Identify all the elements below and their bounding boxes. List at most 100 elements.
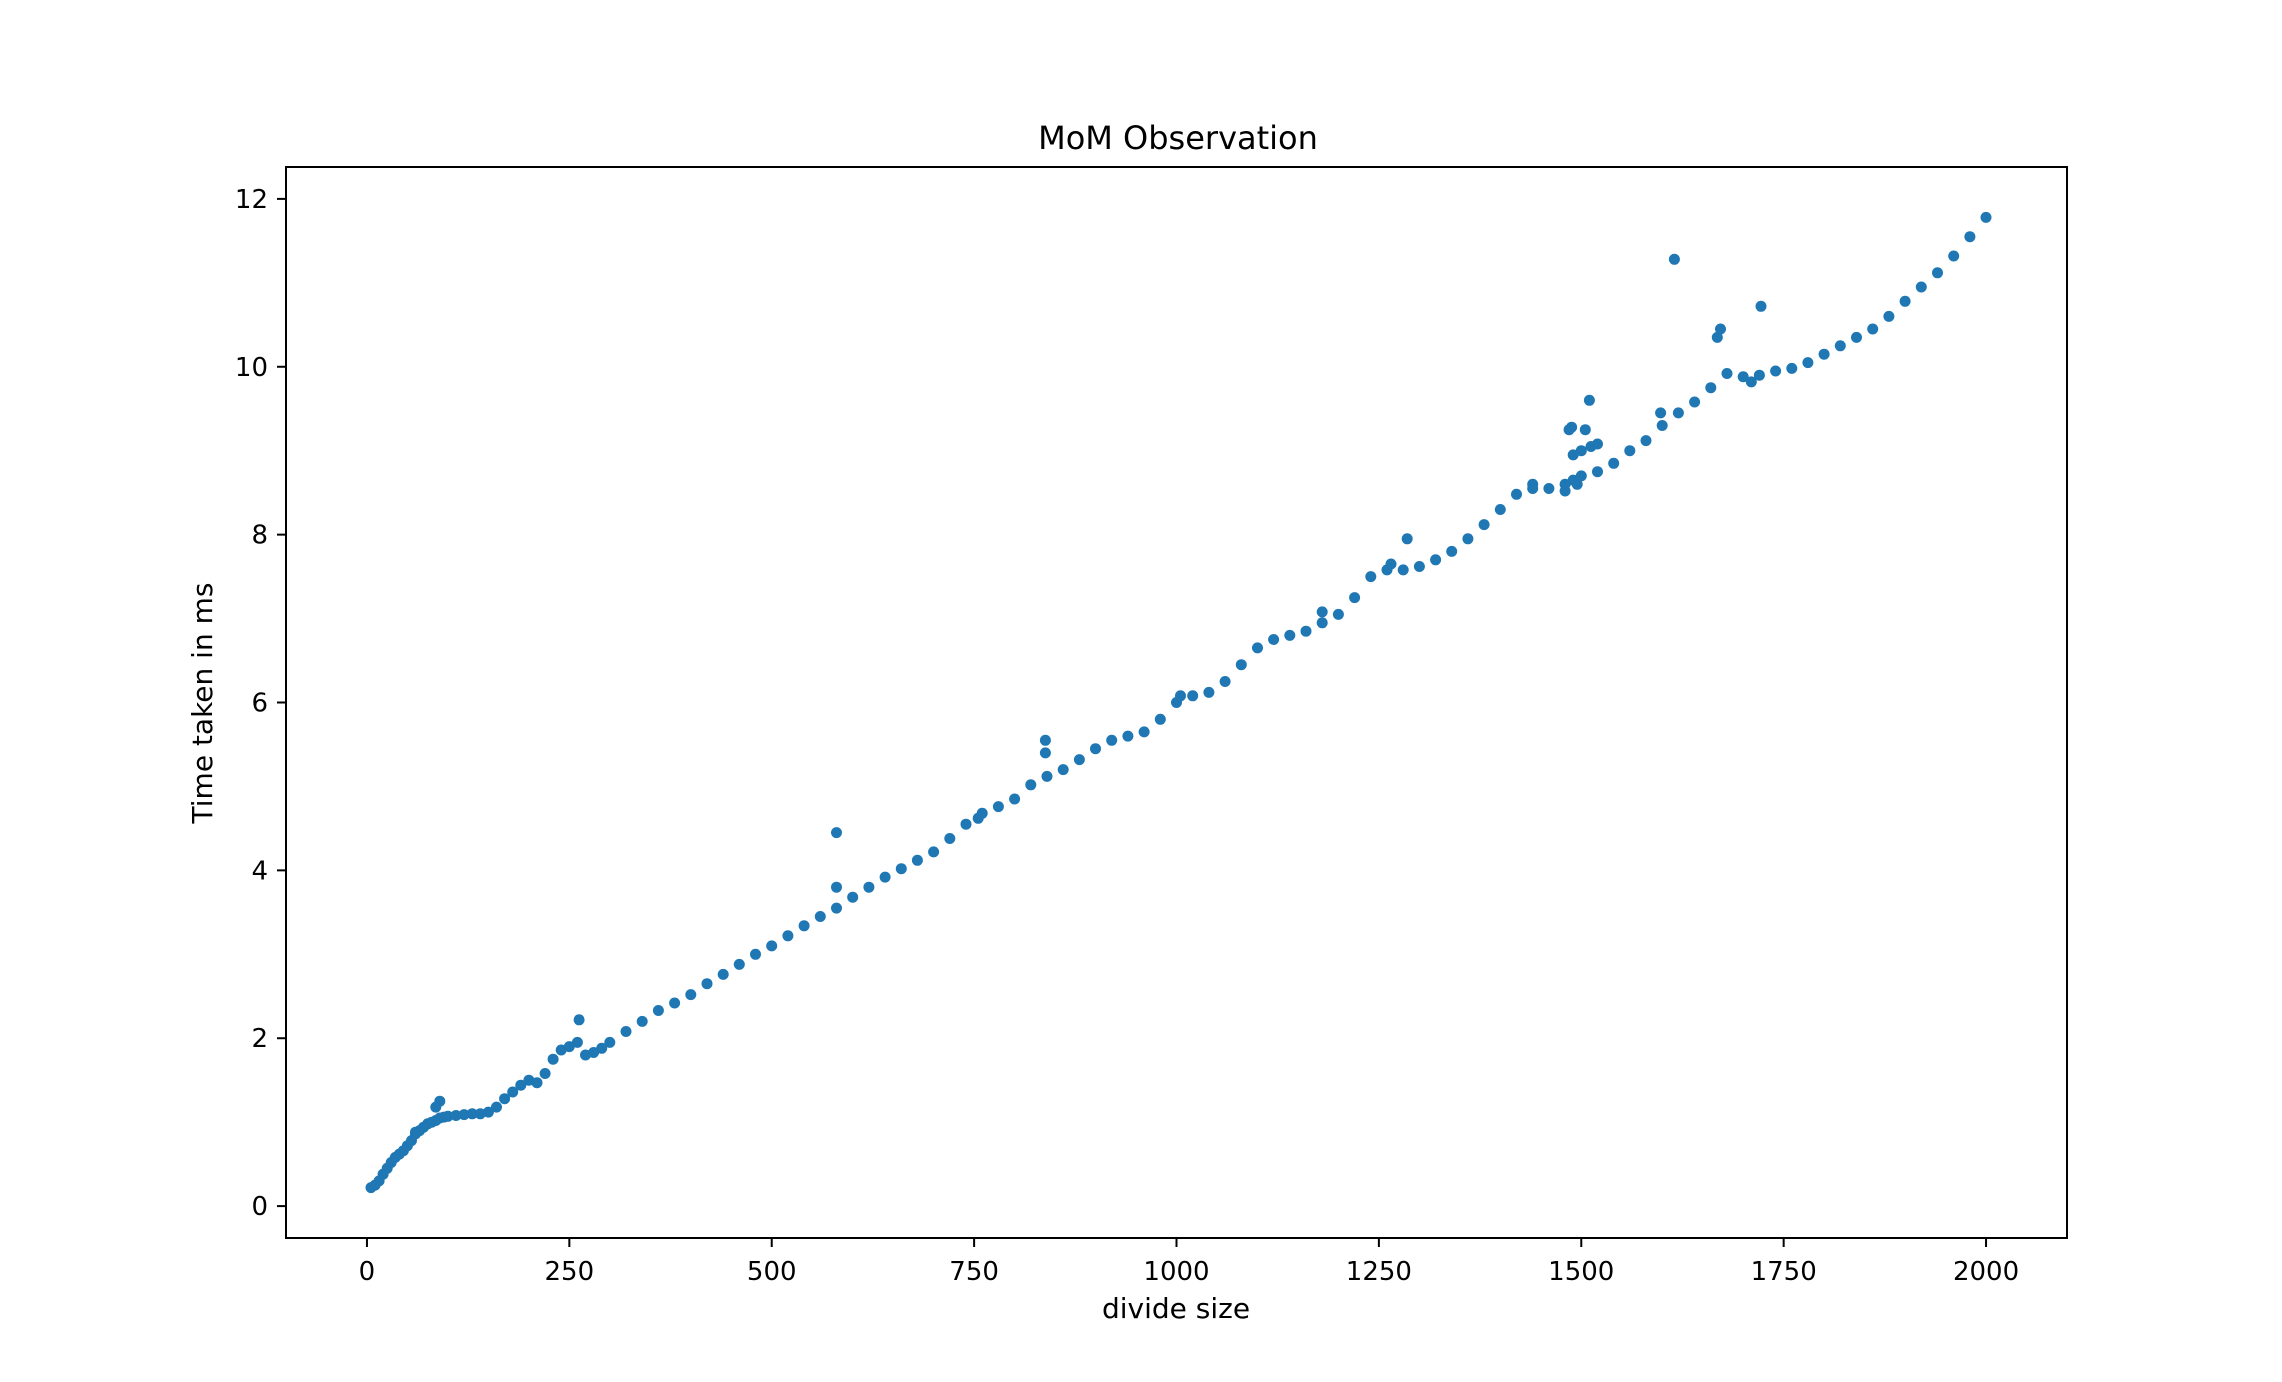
data-point	[1073, 754, 1085, 766]
data-point	[1737, 371, 1749, 383]
x-axis-label: divide size	[1102, 1292, 1250, 1325]
data-point	[1349, 592, 1361, 604]
data-point	[604, 1036, 616, 1048]
data-point	[733, 958, 745, 970]
data-point	[1090, 743, 1101, 755]
data-point	[573, 1014, 585, 1026]
data-point	[1039, 747, 1051, 759]
data-point	[1655, 407, 1667, 419]
y-tick-label: 0	[251, 1192, 268, 1222]
data-point	[863, 881, 875, 893]
data-point	[879, 871, 891, 883]
data-point	[895, 863, 907, 875]
data-point	[1332, 608, 1344, 620]
data-point	[571, 1036, 583, 1048]
data-point	[685, 989, 697, 1001]
data-point	[1300, 625, 1312, 637]
data-point	[491, 1101, 502, 1113]
data-point	[1252, 642, 1263, 654]
data-point	[831, 902, 842, 914]
data-point	[531, 1077, 543, 1089]
data-point	[458, 1109, 470, 1121]
data-point	[596, 1042, 608, 1054]
data-point	[1478, 519, 1490, 531]
data-point	[1175, 690, 1186, 702]
data-point	[1980, 211, 1992, 223]
data-point	[1397, 564, 1409, 576]
data-point	[1964, 231, 1976, 243]
data-point	[1721, 368, 1733, 379]
data-point	[1041, 770, 1053, 782]
data-point	[1592, 466, 1603, 478]
y-tick-label: 6	[251, 689, 268, 719]
y-axis-label: Time taken in ms	[186, 583, 219, 825]
data-point	[1932, 267, 1943, 279]
data-point	[410, 1126, 421, 1138]
data-point	[1575, 445, 1587, 457]
data-point	[1203, 686, 1215, 698]
data-point	[1753, 369, 1765, 381]
data-point	[442, 1110, 454, 1122]
data-point	[669, 997, 681, 1009]
data-point	[1624, 445, 1636, 457]
data-points	[365, 211, 1992, 1194]
data-point	[1009, 793, 1021, 805]
x-tick-label: 1000	[1143, 1257, 1209, 1287]
data-point	[1834, 340, 1846, 352]
data-point	[482, 1106, 494, 1118]
data-point	[499, 1093, 511, 1105]
data-point	[1446, 545, 1458, 557]
data-point	[1187, 690, 1199, 702]
data-point	[1656, 420, 1668, 431]
data-point	[1705, 382, 1717, 394]
data-point	[1527, 483, 1539, 494]
data-point	[1567, 449, 1579, 461]
y-tick-label: 4	[251, 856, 268, 886]
chart-title: MoM Observation	[1038, 119, 1318, 157]
data-point	[944, 833, 956, 844]
data-point	[1138, 726, 1150, 738]
data-point	[1755, 300, 1767, 312]
data-point	[750, 948, 761, 960]
data-point	[1583, 394, 1595, 406]
data-point	[547, 1053, 559, 1065]
x-tick-label: 1750	[1751, 1257, 1817, 1287]
y-axis-ticks: 0 2 4 6 8 10 12	[235, 185, 286, 1222]
data-point	[1494, 504, 1506, 515]
data-point	[814, 911, 826, 922]
data-point	[588, 1047, 600, 1058]
data-point	[1571, 478, 1583, 490]
data-point	[515, 1079, 527, 1091]
x-tick-label: 500	[747, 1257, 797, 1287]
data-point	[831, 881, 842, 893]
y-tick-label: 10	[235, 353, 268, 383]
data-point	[1915, 281, 1927, 293]
data-point	[539, 1068, 551, 1079]
x-tick-label: 1500	[1548, 1257, 1614, 1287]
data-point	[1770, 365, 1782, 377]
data-point	[1559, 485, 1571, 497]
data-point	[1511, 488, 1522, 500]
data-point	[1745, 376, 1757, 388]
data-point	[1401, 533, 1413, 545]
data-point	[1899, 295, 1911, 307]
data-point	[1219, 676, 1231, 687]
data-point	[1316, 617, 1328, 629]
data-point	[1462, 533, 1474, 545]
y-tick-label: 8	[251, 521, 268, 551]
x-tick-label: 250	[545, 1257, 595, 1287]
data-point	[1543, 483, 1555, 494]
data-point	[1818, 348, 1830, 360]
data-point	[766, 940, 778, 952]
data-point	[1786, 362, 1798, 374]
x-tick-label: 1250	[1346, 1257, 1412, 1287]
data-point	[1851, 331, 1862, 343]
y-tick-label: 2	[251, 1024, 268, 1054]
data-point	[1668, 253, 1680, 265]
data-point	[1106, 734, 1118, 746]
data-point	[1039, 734, 1051, 746]
data-point	[563, 1041, 575, 1053]
data-point	[1672, 407, 1684, 419]
data-point	[1284, 629, 1296, 641]
x-axis-ticks: 0 250 500 750 1000 1250 1500 1750 2000	[359, 1238, 2019, 1287]
